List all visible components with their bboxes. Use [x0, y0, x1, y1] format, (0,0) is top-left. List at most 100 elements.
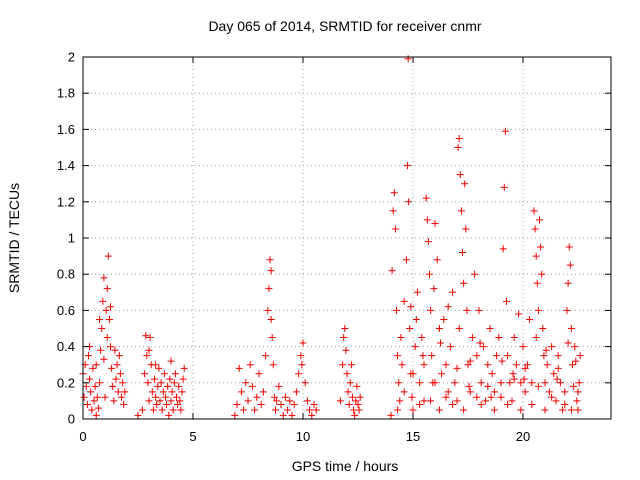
- data-point: [148, 388, 156, 396]
- data-point: [237, 388, 245, 396]
- data-point: [431, 379, 439, 387]
- data-point: [100, 274, 108, 282]
- data-point: [431, 220, 439, 228]
- data-point: [144, 379, 152, 387]
- data-point: [571, 343, 579, 351]
- data-point: [336, 397, 344, 405]
- y-tick-label: 0.8: [57, 267, 75, 282]
- data-point: [394, 406, 402, 414]
- x-tick-label: 5: [189, 429, 196, 444]
- data-point: [80, 393, 88, 401]
- data-point: [389, 207, 397, 215]
- data-point: [528, 379, 536, 387]
- data-point: [277, 401, 285, 409]
- data-point: [248, 382, 256, 390]
- data-point: [459, 248, 466, 256]
- data-point: [484, 361, 492, 369]
- data-point: [273, 397, 281, 405]
- data-point: [142, 332, 150, 340]
- data-point: [116, 370, 124, 378]
- data-point: [100, 355, 108, 363]
- data-point: [409, 370, 417, 378]
- data-point: [454, 144, 462, 151]
- data-point: [460, 406, 468, 414]
- data-point: [158, 406, 166, 414]
- data-point: [453, 364, 461, 372]
- data-point: [442, 393, 450, 401]
- data-point: [343, 370, 351, 378]
- data-point: [170, 379, 178, 387]
- data-point: [449, 288, 457, 296]
- data-point: [86, 375, 94, 383]
- data-point: [561, 388, 569, 396]
- data-point: [497, 379, 505, 387]
- data-point: [407, 303, 415, 311]
- y-tick-label: 0: [68, 412, 75, 427]
- data-point: [340, 334, 348, 342]
- y-tick-label: 2: [68, 50, 75, 65]
- data-point: [275, 382, 283, 390]
- data-point: [91, 382, 99, 390]
- data-point: [482, 397, 490, 405]
- data-point: [97, 346, 105, 354]
- x-tick-label: 10: [296, 429, 310, 444]
- data-point: [419, 352, 427, 360]
- data-point: [83, 401, 91, 409]
- data-point: [488, 370, 496, 378]
- data-point: [387, 411, 395, 419]
- data-point: [111, 346, 119, 354]
- data-point: [532, 334, 540, 342]
- axis-ticks: [82, 56, 611, 420]
- data-point: [109, 382, 117, 390]
- data-point: [477, 379, 485, 387]
- data-point: [475, 306, 483, 314]
- data-point: [487, 393, 495, 401]
- data-point: [455, 325, 463, 332]
- data-point: [173, 393, 180, 401]
- data-point: [397, 334, 405, 342]
- data-point: [155, 364, 163, 372]
- data-point: [355, 406, 363, 414]
- data-point: [559, 406, 567, 414]
- data-point: [118, 393, 125, 401]
- data-point: [164, 382, 172, 390]
- data-point: [430, 285, 438, 293]
- data-point: [339, 361, 347, 369]
- data-point: [416, 401, 424, 409]
- data-point: [536, 216, 543, 224]
- data-point: [391, 225, 399, 233]
- data-point: [394, 352, 402, 360]
- data-point: [554, 364, 562, 372]
- data-point: [564, 339, 572, 347]
- data-point: [103, 285, 111, 293]
- data-point: [165, 411, 173, 419]
- data-point: [508, 397, 516, 405]
- data-point: [114, 388, 122, 396]
- data-point: [281, 393, 289, 401]
- data-point: [539, 325, 547, 332]
- data-point: [420, 361, 428, 369]
- data-point: [543, 361, 551, 369]
- data-point: [176, 397, 184, 405]
- data-point: [163, 401, 171, 409]
- data-point: [569, 361, 576, 369]
- y-tick-label: 1.4: [57, 158, 75, 173]
- data-point: [455, 134, 463, 142]
- data-point: [409, 406, 417, 414]
- data-point: [143, 352, 151, 360]
- data-point: [530, 207, 538, 215]
- data-point: [356, 393, 364, 401]
- data-point: [120, 401, 128, 409]
- data-point: [453, 397, 461, 405]
- data-points: [79, 55, 584, 419]
- data-point: [534, 306, 542, 314]
- data-point: [312, 406, 320, 414]
- data-point: [534, 382, 542, 390]
- y-tick-label: 0.4: [57, 339, 75, 354]
- data-point: [242, 379, 250, 387]
- data-point: [108, 364, 116, 372]
- y-tick-label: 1.8: [57, 86, 75, 101]
- data-point: [567, 325, 575, 332]
- data-point: [408, 393, 416, 401]
- data-point: [349, 393, 356, 401]
